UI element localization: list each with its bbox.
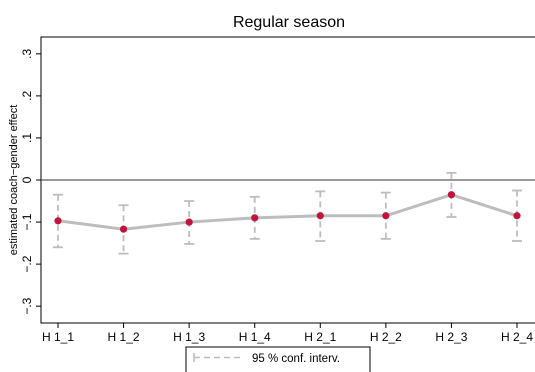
y-tick-label: −.1 — [20, 213, 34, 230]
legend-box — [185, 346, 371, 372]
y-tick-label: .2 — [20, 91, 34, 101]
legend-label: 95 % conf. interv. — [252, 353, 340, 365]
y-axis: −.3 −.2 −.1 0 .1 .2 .3 — [20, 48, 41, 315]
chart-title: Regular season — [233, 14, 345, 31]
y-tick-label: −.3 — [20, 297, 34, 314]
x-tick-label: H 1_3 — [173, 330, 205, 344]
confidence-intervals — [53, 171, 522, 255]
x-tick-label: H 2_1 — [304, 330, 336, 344]
x-tick-label: H 1_4 — [239, 330, 271, 344]
data-point — [447, 191, 456, 199]
y-tick-label: .1 — [20, 133, 34, 143]
data-point — [513, 212, 521, 220]
data-point — [251, 214, 259, 222]
series-line — [57, 193, 518, 231]
legend: 95 % conf. interv. — [185, 346, 371, 372]
data-point — [54, 217, 62, 225]
data-point — [185, 218, 193, 226]
x-axis: H 1_1 H 1_2 H 1_3 H 1_4 H 2_1 H 2_2 H 2_3 H 2_4 — [42, 323, 533, 344]
x-tick-label: H 1_1 — [42, 330, 74, 344]
data-point — [119, 225, 128, 233]
y-tick-label: 0 — [20, 176, 34, 183]
data-point — [382, 212, 390, 220]
y-axis-label: estimated coach−gender effect — [8, 105, 20, 256]
y-tick-label: .3 — [20, 48, 34, 58]
x-tick-label: H 2_4 — [501, 330, 533, 344]
x-tick-label: H 2_2 — [370, 330, 402, 344]
data-point — [316, 212, 324, 220]
data-points — [54, 191, 521, 233]
ci-bar — [53, 193, 63, 249]
y-tick-label: −.2 — [20, 255, 34, 272]
x-tick-label: H 1_2 — [108, 330, 140, 344]
x-tick-label: H 2_3 — [435, 330, 467, 344]
